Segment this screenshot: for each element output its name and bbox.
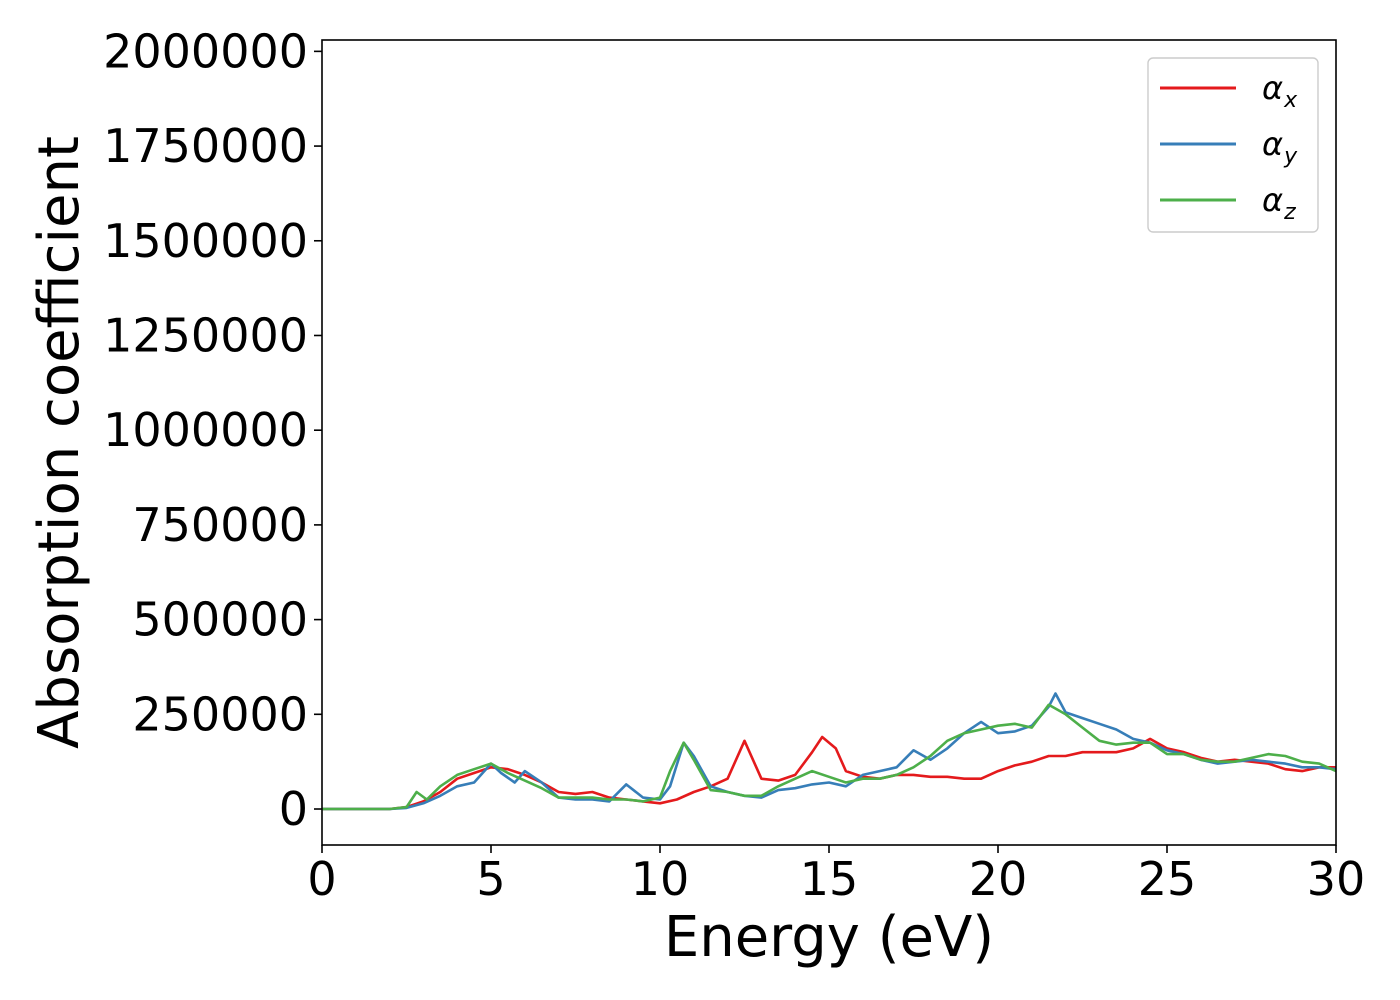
y-tick-label: 1250000 bbox=[103, 308, 308, 362]
x-tick-label: 25 bbox=[1138, 852, 1197, 906]
series-line-2 bbox=[322, 692, 1336, 811]
y-axis-ticks: 0 250000 500000 750000 1000000 1250000 1500000… bbox=[103, 24, 322, 836]
x-tick-label: 5 bbox=[476, 852, 505, 906]
x-tick-label: 30 bbox=[1307, 852, 1366, 906]
y-tick-label: 1750000 bbox=[103, 119, 308, 173]
x-tick-label: 20 bbox=[969, 852, 1028, 906]
x-tick-label: 15 bbox=[800, 852, 859, 906]
y-tick-label: 250000 bbox=[132, 687, 308, 741]
y-tick-label: 500000 bbox=[132, 593, 308, 647]
series-layer bbox=[322, 692, 1336, 811]
y-tick-label: 0 bbox=[279, 782, 308, 836]
legend-label: αz bbox=[1262, 181, 1296, 225]
legend-subscript: y bbox=[1283, 144, 1298, 169]
legend-subscript: z bbox=[1283, 200, 1296, 225]
x-tick-label: 10 bbox=[631, 852, 690, 906]
y-tick-label: 1000000 bbox=[103, 403, 308, 457]
x-axis-ticks: 0 5 10 15 20 25 30 bbox=[307, 845, 1365, 906]
y-tick-label: 1500000 bbox=[103, 214, 308, 268]
legend-symbol: α bbox=[1262, 181, 1283, 219]
legend-label: αy bbox=[1262, 125, 1298, 169]
x-tick-label: 0 bbox=[307, 852, 336, 906]
y-tick-label: 2000000 bbox=[103, 24, 308, 78]
y-axis-title: Absorption coefficient bbox=[27, 136, 92, 749]
series-line-3 bbox=[322, 703, 1336, 811]
series-line-1 bbox=[322, 735, 1336, 811]
x-axis-title: Energy (eV) bbox=[664, 905, 994, 970]
y-tick-label: 750000 bbox=[132, 498, 308, 552]
legend-label: αx bbox=[1262, 69, 1298, 113]
legend-symbol: α bbox=[1262, 69, 1283, 107]
legend-subscript: x bbox=[1283, 88, 1298, 113]
legend-symbol: α bbox=[1262, 125, 1283, 163]
